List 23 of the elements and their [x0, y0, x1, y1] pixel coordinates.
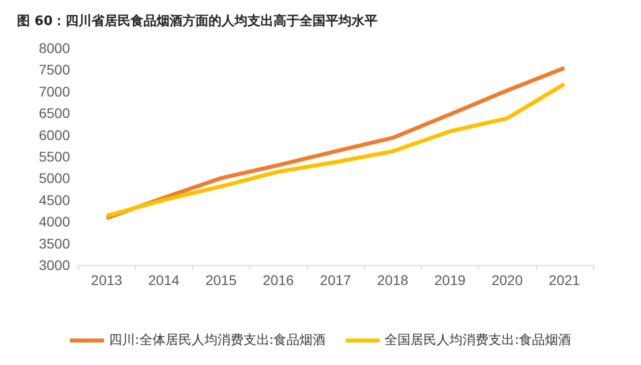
x-tick-label: 2015	[205, 272, 237, 288]
x-tick-label: 2019	[434, 272, 466, 288]
y-tick-label: 6000	[38, 126, 70, 143]
y-tick-label: 4000	[38, 214, 70, 230]
y-tick-label: 3500	[38, 235, 70, 252]
x-tick-label: 2013	[91, 272, 122, 288]
legend-label: 全国居民人均消费支出:食品烟酒	[384, 333, 572, 348]
x-tick-label: 2020	[492, 272, 523, 288]
y-tick-label: 5500	[38, 148, 70, 164]
x-tick-label: 2021	[548, 272, 580, 288]
y-tick-label: 4500	[38, 192, 70, 208]
y-tick-label: 7000	[38, 83, 70, 100]
y-tick-label: 8000	[38, 40, 70, 56]
x-tick-label: 2016	[262, 272, 294, 288]
chart-title: 图 60：四川省居民食品烟酒方面的人均支出高于全国平均水平	[17, 13, 378, 29]
y-tick-label: 3000	[38, 257, 70, 273]
x-tick-label: 2014	[148, 272, 180, 288]
x-tick-label: 2018	[377, 272, 408, 288]
y-tick-label: 7500	[38, 62, 70, 78]
y-tick-label: 6500	[38, 105, 70, 122]
legend-label: 四川:全体居民人均消费支出:食品烟酒	[108, 333, 326, 348]
x-tick-label: 2017	[320, 272, 352, 288]
y-tick-label: 5000	[38, 170, 70, 186]
